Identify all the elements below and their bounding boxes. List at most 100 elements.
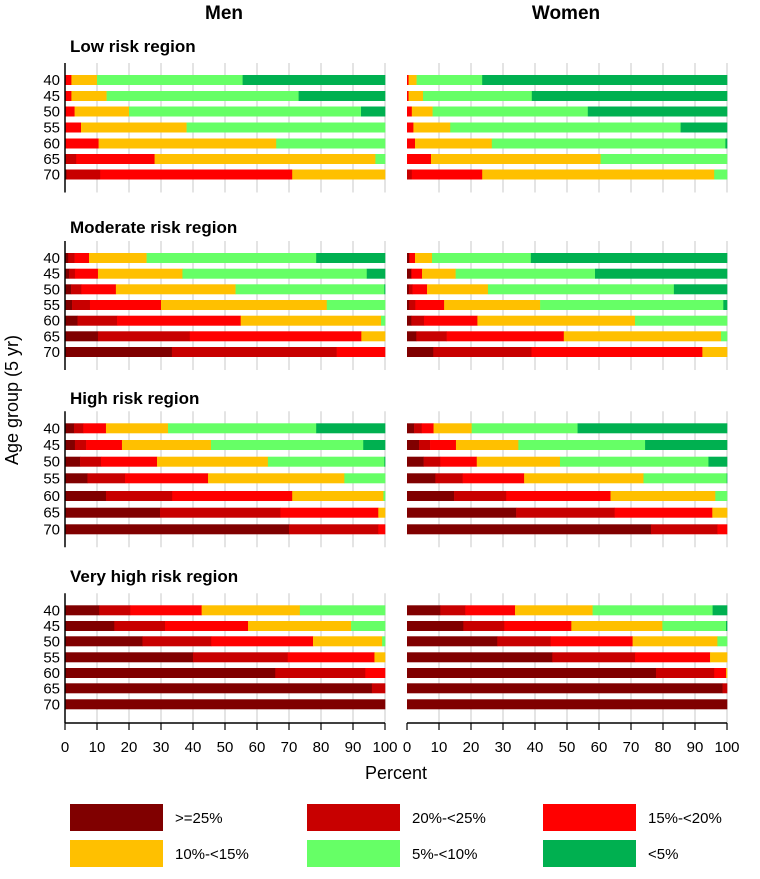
bar-segment-men-55-s0 [65, 652, 194, 663]
x-tick-label: 50 [559, 739, 576, 756]
bar-segment-men-65-s1 [65, 154, 77, 164]
bar-segment-women-45-s0 [407, 268, 412, 279]
column-title-women: Women [532, 3, 600, 24]
bar-segment-men-55-s3 [374, 652, 386, 663]
bar-segment-women-65-s0 [407, 683, 723, 694]
panel-title: Very high risk region [70, 567, 238, 586]
bar-segment-men-45-s4 [182, 268, 368, 279]
bar-segment-men-40-s5 [316, 253, 386, 263]
bar-segment-women-55-s5 [723, 300, 728, 310]
age-tick-label: 45 [43, 437, 60, 454]
bar-segment-men-45-s4 [351, 621, 386, 631]
legend-label-2: 15%-<20% [648, 810, 722, 827]
bar-segment-women-55-s0 [407, 652, 553, 663]
x-tick-label: 30 [495, 739, 512, 756]
bar-segment-women-55-s2 [635, 652, 711, 663]
bar-segment-women-40-s5 [530, 253, 728, 263]
bar-segment-men-40-s3 [71, 75, 98, 85]
bar-segment-men-60-s2 [365, 668, 386, 678]
age-tick-label: 65 [43, 680, 60, 697]
bar-segment-men-45-s3 [121, 440, 212, 450]
bar-segment-men-50-s4 [267, 456, 385, 467]
bar-segment-women-40-s2 [465, 605, 516, 616]
bar-segment-men-50-s2 [65, 106, 75, 117]
bar-segment-men-60-s0 [65, 315, 78, 326]
x-tick-label: 0 [403, 739, 411, 756]
bar-segment-women-55-s1 [409, 300, 416, 310]
bar-segment-women-45-s2 [411, 268, 423, 279]
bar-segment-women-70-s3 [702, 347, 728, 357]
bar-segment-men-70-s1 [66, 169, 101, 180]
bar-segment-men-40-s5 [316, 423, 386, 434]
bar-segment-women-55-s1 [552, 652, 636, 663]
bar-segment-men-65-s3 [361, 331, 386, 342]
bar-segment-men-50-s1 [71, 284, 82, 295]
bar-segment-women-45-s2 [504, 621, 572, 631]
x-tick-label: 70 [281, 739, 298, 756]
bar-segment-women-55-s4 [540, 300, 724, 310]
bar-segment-men-65-s2 [76, 154, 155, 164]
bar-segment-women-50-s4 [487, 284, 675, 295]
bar-segment-women-70-s4 [714, 169, 728, 180]
bar-segment-men-60-s4 [276, 138, 386, 149]
age-tick-label: 45 [43, 88, 60, 105]
bar-segment-women-45-s5 [645, 440, 728, 450]
legend-swatch-4 [307, 840, 400, 867]
bar-segment-women-70-s2 [531, 347, 703, 357]
panel-title: High risk region [70, 389, 199, 408]
age-tick-label: 55 [43, 649, 60, 666]
age-tick-label: 65 [43, 505, 60, 522]
bar-segment-women-55-s3 [710, 652, 728, 663]
bar-segment-men-55-s2 [287, 652, 375, 663]
age-tick-label: 40 [43, 250, 60, 267]
bar-segment-women-60-s0 [407, 668, 657, 678]
bar-segment-women-55-s3 [444, 300, 541, 310]
bar-segment-women-40-s4 [416, 75, 483, 85]
bar-segment-women-50-s2 [550, 636, 633, 647]
bar-segment-women-50-s2 [412, 284, 428, 295]
bar-segment-men-70-s0 [65, 169, 67, 180]
bar-segment-women-65-s1 [722, 683, 728, 694]
bar-segment-women-40-s2 [409, 253, 416, 263]
bar-segment-women-65-s3 [431, 154, 601, 164]
bar-segment-women-60-s3 [726, 668, 728, 678]
bar-segment-men-55-s2 [89, 300, 162, 310]
legend-label-1: 20%-<25% [412, 810, 486, 827]
bar-segment-women-40-s2 [407, 75, 409, 85]
bar-segment-men-45-s2 [86, 440, 123, 450]
bar-segment-women-55-s5 [680, 122, 728, 133]
bar-segment-women-70-s0 [407, 524, 652, 535]
age-tick-label: 40 [43, 420, 60, 437]
bar-segment-women-70-s1 [407, 169, 413, 180]
bar-segment-men-60-s2 [65, 138, 99, 149]
bar-segment-men-65-s0 [65, 683, 373, 694]
x-tick-label: 10 [89, 739, 106, 756]
x-tick-label: 80 [313, 739, 330, 756]
bar-segment-women-55-s4 [643, 473, 727, 484]
bar-segment-women-40-s0 [407, 423, 415, 434]
bar-segment-men-45-s1 [69, 268, 76, 279]
age-tick-label: 45 [43, 618, 60, 635]
age-tick-label: 60 [43, 488, 60, 505]
bar-segment-men-55-s3 [208, 473, 345, 484]
bar-segment-men-55-s1 [193, 652, 289, 663]
bar-segment-men-50-s0 [65, 456, 81, 467]
age-tick-label: 70 [43, 521, 60, 538]
bar-segment-men-45-s0 [65, 440, 76, 450]
bar-segment-men-65-s2 [280, 507, 379, 518]
legend-label-5: <5% [648, 846, 678, 863]
bar-segment-women-65-s4 [600, 154, 728, 164]
bar-segment-women-65-s3 [563, 331, 722, 342]
age-tick-label: 70 [43, 344, 60, 361]
bar-segment-men-50-s1 [80, 456, 102, 467]
age-tick-label: 50 [43, 104, 60, 121]
bar-segment-men-45-s5 [366, 268, 386, 279]
bar-segment-men-60-s0 [65, 668, 276, 678]
bar-segment-men-40-s1 [68, 253, 75, 263]
bar-segment-men-60-s1 [77, 315, 118, 326]
bar-segment-men-55-s4 [344, 473, 386, 484]
x-tick-label: 70 [623, 739, 640, 756]
bar-segment-women-70-s1 [433, 347, 532, 357]
bar-segment-men-50-s3 [157, 456, 269, 467]
bar-segment-women-45-s3 [455, 440, 519, 450]
